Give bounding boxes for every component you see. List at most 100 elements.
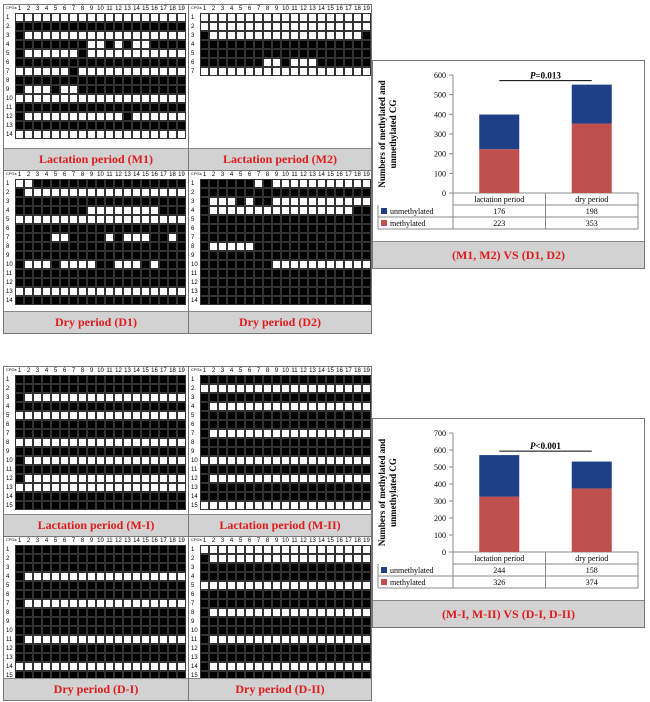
methylated-cpg-cell [227,420,236,429]
methylated-cpg-cell [218,269,227,278]
methylated-cpg-cell [132,545,141,554]
methylated-cpg-cell [24,608,33,617]
methylated-cpg-cell [33,269,42,278]
row-number: 8 [191,244,195,250]
methylated-cpg-cell [245,420,254,429]
column-number: 14 [318,538,325,544]
methylated-cpg-cell [245,644,254,653]
methylated-cpg-cell [141,296,150,305]
methylated-cpg-cell [123,429,132,438]
unmethylated-cpg-cell [24,635,33,644]
unmethylated-cpg-cell [33,411,42,420]
methylated-cpg-cell [69,653,78,662]
methylated-cpg-cell [105,58,114,67]
methylated-cpg-cell [254,242,263,251]
methylated-cpg-cell [51,103,60,112]
methylated-cpg-cell [15,49,24,58]
methylated-cpg-cell [209,653,218,662]
column-number: 12 [115,172,122,178]
methylated-cpg-cell [78,242,87,251]
methylated-cpg-cell [15,554,24,563]
unmethylated-cpg-cell [69,188,78,197]
unmethylated-cpg-cell [42,599,51,608]
methylated-cpg-cell [105,644,114,653]
methylated-cpg-cell [362,590,371,599]
methylated-cpg-cell [299,626,308,635]
methylated-cpg-cell [200,287,209,296]
methylated-cpg-cell [177,590,186,599]
unmethylated-cpg-cell [281,67,290,76]
methylated-cpg-cell [344,492,353,501]
methylated-cpg-cell [299,296,308,305]
methylated-cpg-cell [263,563,272,572]
methylated-cpg-cell [299,242,308,251]
methylated-cpg-cell [290,563,299,572]
unmethylated-cpg-cell [272,456,281,465]
row-number: 1 [6,181,10,187]
unmethylated-cpg-cell [96,287,105,296]
y-axis-label: Numbers of methylated andunmethylated CG [377,439,398,546]
methylated-cpg-cell [281,599,290,608]
unmethylated-cpg-cell [159,483,168,492]
unmethylated-cpg-cell [281,260,290,269]
row-number: 6 [191,422,195,428]
legend-label: unmethylated [390,207,434,216]
unmethylated-cpg-cell [114,206,123,215]
methylated-cpg-cell [168,554,177,563]
methylated-cpg-cell [123,644,132,653]
column-number: 10 [282,538,289,544]
methylated-cpg-cell [150,278,159,287]
methylated-cpg-cell [245,590,254,599]
methylated-cpg-cell [200,224,209,233]
unmethylated-cpg-cell [227,31,236,40]
methylated-cpg-cell [132,269,141,278]
unmethylated-cpg-cell [78,456,87,465]
column-number: 19 [363,368,370,374]
methylated-cpg-cell [132,626,141,635]
methylated-cpg-cell [281,653,290,662]
methylated-cpg-cell [51,384,60,393]
methylated-cpg-cell [344,447,353,456]
unmethylated-cpg-cell [326,22,335,31]
methylated-cpg-cell [263,287,272,296]
significance-label: P<0.001 [530,441,561,451]
unmethylated-cpg-cell [141,31,150,40]
column-number: 11 [291,368,298,374]
unmethylated-cpg-cell [42,438,51,447]
methylated-cpg-cell [335,599,344,608]
unmethylated-cpg-cell [87,411,96,420]
methylated-cpg-cell [168,402,177,411]
methylated-cpg-cell [236,563,245,572]
methylated-cpg-cell [150,581,159,590]
methylated-cpg-cell [168,375,177,384]
column-number: 15 [142,538,149,544]
methylated-cpg-cell [353,215,362,224]
methylated-cpg-cell [227,40,236,49]
unmethylated-cpg-cell [15,662,24,671]
methylated-cpg-cell [60,197,69,206]
methylated-cpg-cell [335,644,344,653]
methylated-cpg-cell [254,215,263,224]
methylated-cpg-cell [254,492,263,501]
methylated-cpg-cell [353,375,362,384]
unmethylated-cpg-cell [168,31,177,40]
methylated-cpg-cell [96,402,105,411]
methylated-cpg-cell [317,375,326,384]
methylated-cpg-cell [69,40,78,49]
methylated-cpg-cell [15,188,24,197]
row-number: 7 [6,69,10,75]
unmethylated-cpg-cell [177,215,186,224]
unmethylated-cpg-cell [177,474,186,483]
methylated-cpg-cell [114,224,123,233]
column-number: 12 [300,172,307,178]
methylated-cpg-cell [299,251,308,260]
unmethylated-cpg-cell [353,554,362,563]
methylated-cpg-cell [177,22,186,31]
methylated-cpg-cell [168,447,177,456]
unmethylated-cpg-cell [168,67,177,76]
unmethylated-cpg-cell [326,635,335,644]
methylated-cpg-cell [51,224,60,233]
unmethylated-cpg-cell [105,411,114,420]
row-number: 7 [191,431,195,437]
methylated-cpg-cell [245,483,254,492]
